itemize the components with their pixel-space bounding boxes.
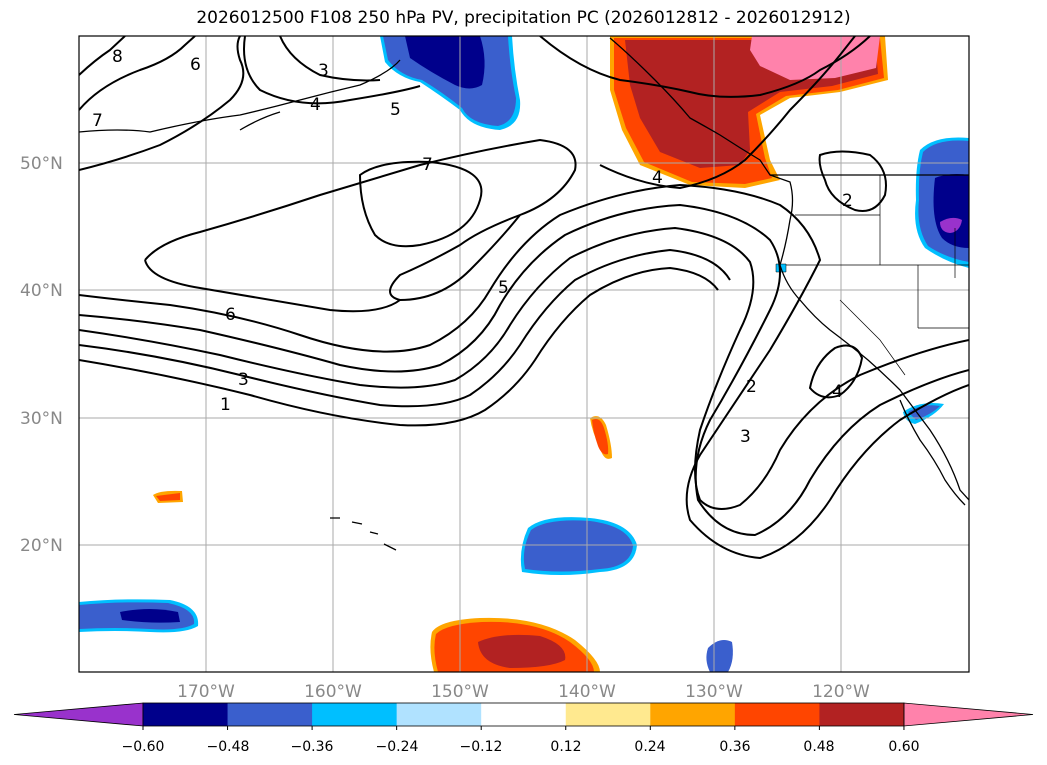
colorbar-tick-label: 0.36 [719,739,750,755]
lon-label: 120°W [812,682,870,702]
colorbar-segment [819,703,905,726]
colorbar-extend-high [903,702,1034,727]
map-frame [78,35,970,673]
colorbar-segment [650,703,736,726]
contour-label: 7 [92,111,103,131]
colorbar-segment [565,703,651,726]
contour-label: 4 [310,95,321,115]
colorbar-tick-label: 0.24 [634,739,665,755]
contour-label: 5 [390,100,401,120]
lat-label: 30°N [20,409,63,429]
colorbar-segment [143,703,229,726]
lat-label: 40°N [20,281,63,301]
colorbar-extend-low [13,702,144,727]
precip-positive-shading [153,36,888,672]
contour-label: 3 [740,427,751,447]
lon-label: 140°W [558,682,616,702]
pv-contours [79,36,969,560]
colorbar-segment [481,703,567,726]
colorbar [13,702,1034,730]
lon-label: 150°W [431,682,489,702]
latitude-labels: 50°N 40°N 30°N 20°N [20,154,63,556]
colorbar-tick-label: 0.60 [888,739,919,755]
colorbar-segment [734,703,820,726]
lon-label: 130°W [685,682,743,702]
contour-label: 1 [220,395,231,415]
lat-label: 50°N [20,154,63,174]
colorbar-tick-label: −0.12 [460,739,503,755]
colorbar-segment [227,703,313,726]
contour-label: 3 [238,370,249,390]
colorbar-segment [396,703,482,726]
contour-label: 7 [422,155,433,175]
contour-label: 5 [498,278,509,298]
colorbar-tick-label: −0.60 [122,739,165,755]
contour-label: 2 [842,191,853,211]
colorbar-outline [142,702,905,727]
lat-label: 20°N [20,536,63,556]
contour-label: 8 [112,47,123,67]
contour-label: 4 [652,168,663,188]
contour-labels: 8 6 3 4 5 7 7 6 5 4 3 1 2 2 3 4 [92,47,853,447]
contour-label: 2 [746,377,757,397]
contour-label: 4 [832,382,843,402]
map-title: 2026012500 F108 250 hPa PV, precipitatio… [196,8,851,28]
colorbar-tick-label: −0.24 [376,739,419,755]
contour-label: 3 [318,61,329,81]
colorbar-tick-label: −0.36 [291,739,334,755]
colorbar-tick-label: 0.48 [803,739,834,755]
colorbar-tick-label: 0.12 [550,739,581,755]
colorbar-segment [312,703,398,726]
lon-label: 170°W [177,682,235,702]
longitude-labels: 170°W 160°W 150°W 140°W 130°W 120°W [177,682,870,702]
colorbar-tick-label: −0.48 [207,739,250,755]
contour-label: 6 [190,55,201,75]
contour-label: 6 [225,305,236,325]
colorbar-ticks: −0.60 −0.48 −0.36 −0.24 −0.12 0.12 0.24 … [122,739,920,755]
precip-negative-shading [79,36,969,672]
lon-label: 160°W [304,682,362,702]
